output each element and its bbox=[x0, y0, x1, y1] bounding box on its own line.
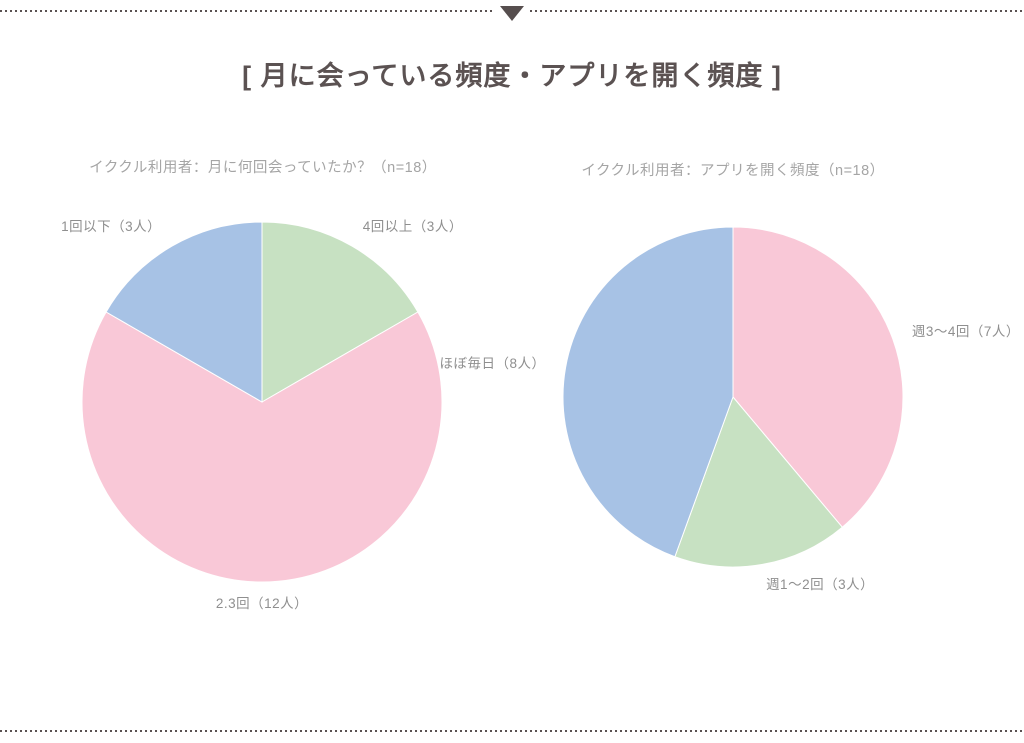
pct-label: 66.7% bbox=[242, 502, 282, 517]
pie-slice bbox=[732, 226, 904, 528]
outer-label: 2.3回（12人） bbox=[215, 595, 309, 611]
pie-slice bbox=[81, 311, 443, 583]
pct-label: 16.7% bbox=[188, 300, 228, 316]
page-title: [ 月に会っている頻度・アプリを開く頻度 ] bbox=[242, 61, 782, 91]
outer-label: 1回以下（3人） bbox=[61, 219, 162, 235]
outer-label: 週3〜4回（7人） bbox=[911, 323, 1020, 339]
down-triangle-icon bbox=[500, 6, 524, 21]
pie-slice bbox=[562, 226, 734, 558]
pct-label: 16.7% bbox=[296, 300, 336, 316]
outer-label: 4回以上（3人） bbox=[362, 219, 463, 235]
divider-triangle-gap bbox=[494, 3, 530, 25]
app-open-frequency-pie bbox=[562, 226, 904, 568]
pct-label: 44.4% bbox=[613, 371, 652, 387]
chart-title: イククル利用者：月に何回会っていたか？（n=18） bbox=[89, 160, 437, 176]
meeting-frequency-pie bbox=[81, 221, 443, 583]
chart-title: イククル利用者：アプリを開く頻度（n=18） bbox=[581, 163, 885, 179]
dotted-divider-bottom bbox=[0, 730, 1024, 732]
pie-slice bbox=[674, 396, 843, 568]
outer-label: 週1〜2回（3人） bbox=[766, 576, 875, 592]
pct-label: 38.9% bbox=[809, 354, 848, 370]
outer-label: ほぼ毎日（8人） bbox=[439, 355, 546, 371]
pie-slice bbox=[261, 221, 419, 403]
pct-label: 16.7% bbox=[731, 489, 770, 505]
pie-slice bbox=[105, 221, 263, 403]
